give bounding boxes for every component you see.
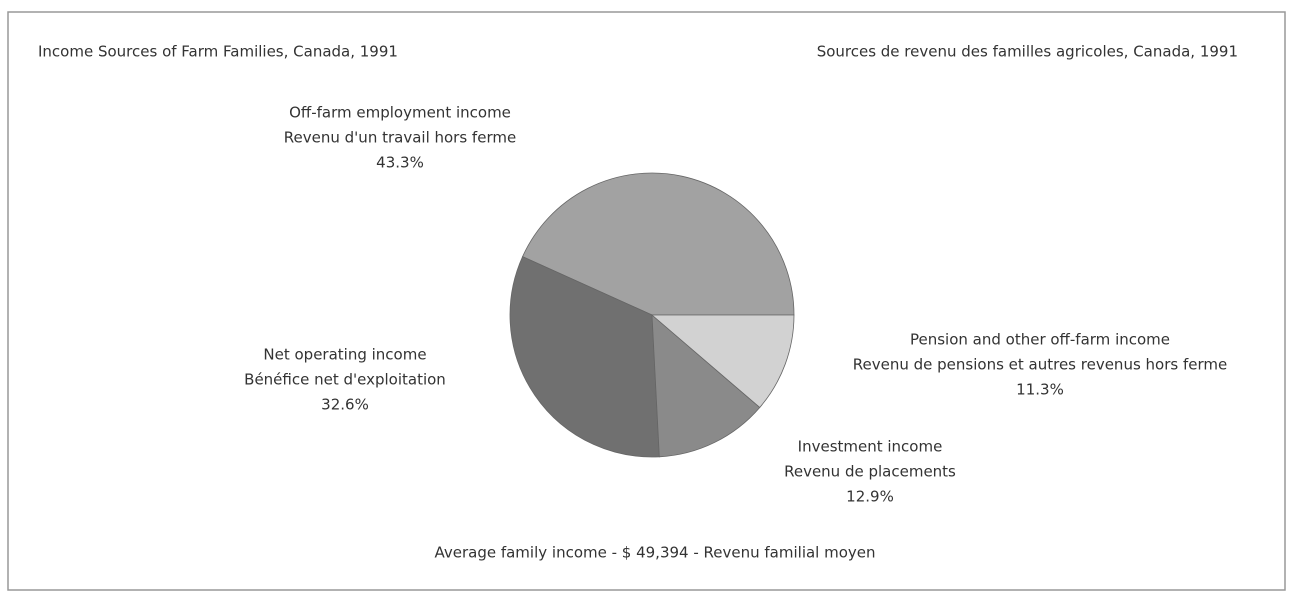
slice-label: Off-farm employment income xyxy=(289,104,511,122)
slice-label-fr: Revenu d'un travail hors ferme xyxy=(284,129,516,147)
slice-label-fr: Revenu de placements xyxy=(784,463,956,481)
slice-label: Investment income xyxy=(798,438,943,456)
chart-subtitle: Sources de revenu des familles agricoles… xyxy=(817,43,1238,61)
slice-label: Net operating income xyxy=(263,346,426,364)
slice-label-fr: Revenu de pensions et autres revenus hor… xyxy=(853,356,1227,374)
pie-slice xyxy=(509,256,660,458)
chart-title: Income Sources of Farm Families, Canada,… xyxy=(38,43,398,61)
pie-slice xyxy=(651,314,761,458)
slice-label-fr: Bénéfice net d'exploitation xyxy=(244,371,446,389)
slice-label: Pension and other off-farm income xyxy=(910,331,1170,349)
value-label: 32.6% xyxy=(321,396,369,414)
value-label: 12.9% xyxy=(846,488,894,506)
pie-slice xyxy=(522,172,795,316)
pie-slice xyxy=(650,314,795,409)
value-label: 11.3% xyxy=(1016,381,1064,399)
value-label: 43.3% xyxy=(376,154,424,172)
frame xyxy=(7,11,1286,591)
annotation: Average family income - $ 49,394 - Reven… xyxy=(434,544,875,562)
